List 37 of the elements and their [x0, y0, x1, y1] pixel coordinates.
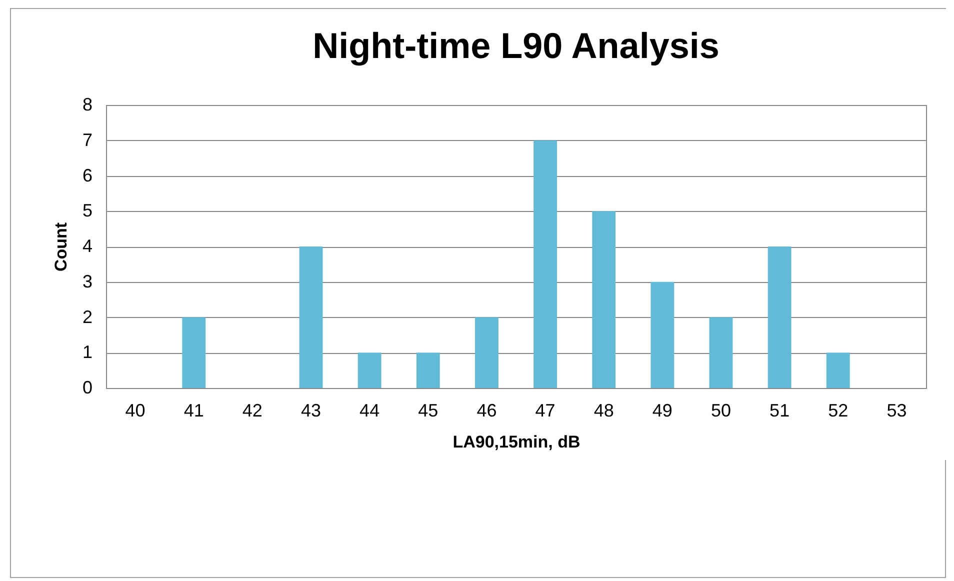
- bar: [768, 246, 792, 388]
- bar: [358, 352, 382, 388]
- bar: [592, 211, 616, 388]
- x-tick-label: 43: [300, 400, 322, 420]
- bar: [534, 140, 557, 388]
- x-tick-label: 44: [360, 400, 380, 420]
- bar: [299, 246, 323, 388]
- x-tick-label: 41: [184, 400, 204, 420]
- y-tick-label: 5: [82, 200, 92, 221]
- chart-title: Night-time L90 Analysis: [312, 25, 720, 66]
- x-tick-label: 45: [418, 400, 438, 420]
- y-axis-title: Count: [51, 222, 70, 272]
- x-tick-label: 47: [535, 400, 556, 420]
- bar: [475, 317, 498, 388]
- bar: [416, 352, 440, 388]
- y-tick-label: 7: [82, 130, 92, 150]
- y-tick-label: 6: [82, 165, 92, 186]
- bar: [182, 317, 206, 388]
- x-tick-label: 46: [476, 400, 497, 420]
- x-axis-title: LA90,15min, dB: [452, 432, 580, 452]
- y-tick-label: 8: [82, 94, 92, 114]
- x-tick-label: 53: [886, 400, 907, 420]
- x-tick-label: 42: [242, 400, 262, 420]
- x-tick-label: 50: [710, 400, 732, 420]
- y-tick-label: 2: [82, 306, 92, 327]
- y-tick-label: 1: [82, 342, 92, 362]
- y-tick-label: 4: [82, 236, 92, 256]
- x-tick-label: 52: [828, 400, 848, 420]
- x-tick-label: 49: [652, 400, 672, 420]
- x-tick-label: 51: [770, 400, 790, 420]
- bar: [826, 352, 850, 388]
- bar: [650, 282, 674, 388]
- y-tick-label: 3: [82, 271, 92, 292]
- y-tick-label: 0: [82, 378, 92, 398]
- x-tick-label: 48: [594, 400, 614, 420]
- bar: [709, 317, 733, 388]
- x-tick-label: 40: [125, 400, 146, 420]
